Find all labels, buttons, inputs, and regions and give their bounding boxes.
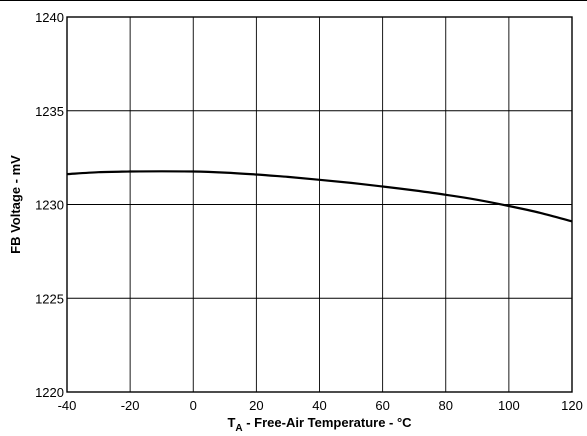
x-axis-title-rest: - Free-Air Temperature - °C [243, 415, 413, 430]
fb-voltage-series-line [66, 170, 573, 223]
x-tick-label: -40 [58, 398, 77, 413]
y-tick-label: 1225 [35, 291, 64, 306]
x-tick-label: 100 [498, 398, 520, 413]
grid-layer [67, 17, 572, 392]
x-tick-label: 40 [312, 398, 326, 413]
x-axis-title-subscript: A [235, 423, 242, 434]
tick-label-layer: -40 -20 0 20 40 60 80 100 120 1220 1225 1230 1235 124… [35, 10, 583, 413]
y-tick-label: 1235 [35, 104, 64, 119]
x-tick-label: 80 [439, 398, 453, 413]
top-rule [0, 0, 587, 1]
plot-frame [66, 16, 573, 393]
y-axis-title: FB Voltage - mV [8, 155, 23, 254]
y-tick-label: 1230 [35, 198, 64, 213]
x-tick-label: 0 [190, 398, 197, 413]
y-tick-label: 1240 [35, 10, 64, 25]
x-axis-title: TA - Free-Air Temperature - °C [227, 415, 412, 434]
x-tick-label: -20 [121, 398, 140, 413]
x-tick-label: 60 [375, 398, 389, 413]
x-axis-title-main: T [227, 415, 235, 430]
x-tick-label: 20 [249, 398, 263, 413]
series-layer [66, 170, 573, 223]
x-tick-label: 120 [561, 398, 583, 413]
y-tick-label: 1220 [35, 385, 64, 400]
